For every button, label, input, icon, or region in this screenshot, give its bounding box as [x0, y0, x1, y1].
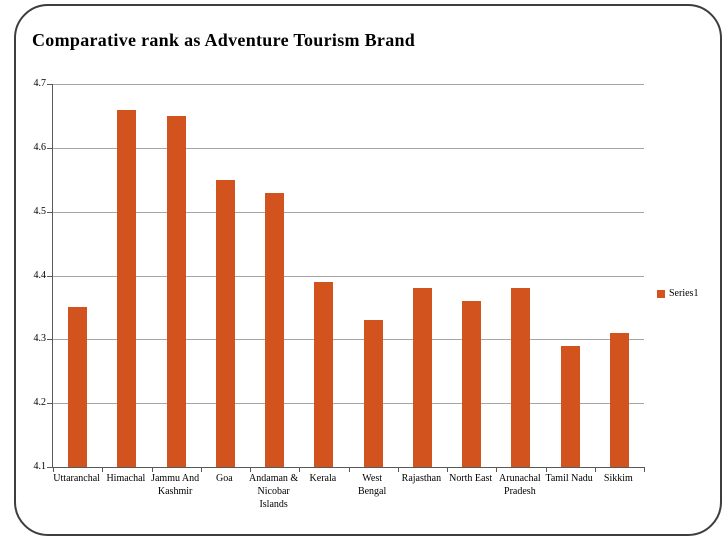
x-axis-label-line: Jammu And — [151, 473, 200, 484]
x-axis-tick — [545, 467, 547, 472]
legend: Series1 — [657, 288, 698, 299]
x-axis-label-line: Rajasthan — [401, 473, 442, 484]
y-axis-tick-label: 4.6 — [33, 141, 47, 153]
x-axis-tick — [250, 467, 251, 472]
x-axis-category-label: Tamil Nadu — [545, 472, 594, 485]
x-axis-label-line: Kashmir — [157, 486, 193, 497]
x-axis-category-label: Arunachal Pradesh — [495, 472, 544, 498]
x-axis-category-label: Andaman & Nicobar Islands — [249, 472, 298, 511]
x-axis-label-line: North East — [449, 473, 493, 484]
y-axis-tick-label: 4.7 — [33, 78, 47, 89]
y-axis-tick — [47, 84, 53, 85]
chart-bar — [462, 301, 482, 467]
x-axis-category-label: Goa — [200, 472, 249, 485]
gridline — [53, 211, 644, 213]
x-axis-tick — [496, 467, 498, 472]
x-axis-category-label: Jammu And Kashmir — [151, 472, 200, 498]
x-axis-label-line: Uttaranchal — [53, 473, 100, 484]
x-axis-label-line: West Bengal — [357, 473, 387, 497]
y-axis-tick — [47, 211, 53, 213]
gridline — [53, 147, 644, 149]
chart-bar — [412, 288, 432, 467]
y-axis-tick-label: 4.2 — [33, 397, 47, 409]
x-axis-category-label: Rajasthan — [397, 472, 446, 485]
y-axis-tick-label: 4.5 — [33, 205, 47, 217]
x-axis-label-line: Kerala — [309, 473, 337, 484]
gridline — [53, 275, 644, 277]
x-axis-tick — [299, 467, 301, 472]
x-axis-tick — [102, 467, 104, 472]
chart-bar — [314, 281, 334, 467]
x-axis-tick — [644, 467, 645, 472]
y-axis-tick — [47, 467, 53, 468]
x-axis-label-line: Arunachal — [499, 473, 541, 484]
x-axis-tick — [151, 467, 153, 472]
x-axis-label-line: Tamil Nadu — [545, 473, 593, 484]
y-axis-tick — [47, 403, 53, 405]
x-axis-label-line: Pradesh — [504, 486, 536, 497]
x-axis-label-line: Andaman & — [249, 473, 299, 484]
x-axis-label-line: Islands — [259, 499, 288, 510]
x-axis-label-line: Nicobar — [257, 486, 290, 497]
x-axis-tick — [447, 467, 448, 472]
legend-swatch-icon — [657, 289, 665, 298]
legend-label: Series1 — [669, 288, 699, 299]
x-axis-tick — [200, 467, 202, 472]
x-axis-category-label: Sikkim — [594, 472, 643, 485]
x-axis-category-label: Himachal — [101, 472, 150, 485]
chart-bar — [609, 332, 629, 467]
chart-bar — [68, 307, 88, 467]
y-axis-tick-label: 4.3 — [33, 333, 47, 345]
chart-bar — [363, 320, 383, 467]
x-axis-category-label: Kerala — [298, 472, 347, 485]
x-axis-tick — [53, 467, 54, 472]
y-axis-tick — [47, 275, 53, 277]
gridline — [53, 339, 644, 341]
chart-bar — [117, 109, 137, 467]
y-axis-tick-label: 4.1 — [33, 461, 47, 472]
chart-bar — [511, 288, 531, 467]
x-axis-tick — [348, 467, 350, 472]
chart-bar — [265, 192, 285, 467]
chart-bar — [215, 179, 235, 467]
y-axis-tick — [47, 339, 53, 341]
chart-bar — [560, 345, 580, 467]
x-axis-label-line: Sikkim — [603, 473, 633, 484]
x-axis-label-line: Himachal — [106, 473, 146, 484]
x-axis-tick — [397, 467, 399, 472]
chart-bar — [166, 115, 186, 467]
chart-title: Comparative rank as Adventure Tourism Br… — [32, 30, 416, 50]
x-axis-category-label: Uttaranchal — [52, 472, 101, 485]
gridline — [53, 84, 644, 85]
x-axis-label-line: Goa — [216, 473, 233, 484]
x-axis-category-label: West Bengal — [348, 472, 397, 498]
gridline — [53, 403, 644, 405]
x-axis-tick — [594, 467, 596, 472]
y-axis-tick-label: 4.4 — [33, 269, 47, 281]
x-axis-category-label: North East — [446, 472, 495, 485]
y-axis-tick — [47, 147, 53, 149]
plot-area — [47, 84, 645, 472]
